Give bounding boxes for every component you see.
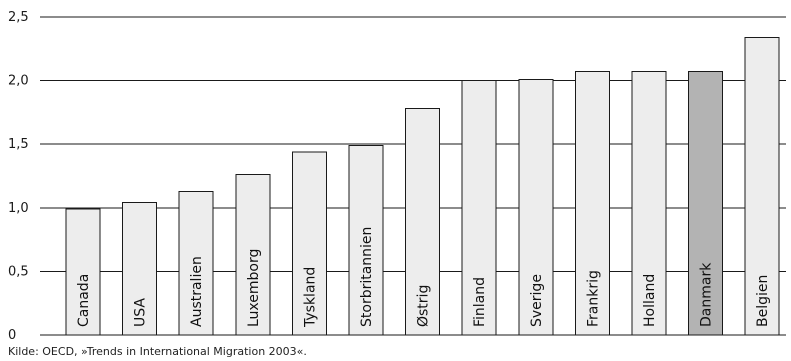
category-label: Australien — [189, 256, 205, 327]
category-label: Luxemborg — [246, 249, 262, 327]
bar-labels: Canada USA Australien Luxemborg Tyskland Stor… — [76, 227, 771, 328]
source-note: Kilde: OECD, »Trends in International Mi… — [8, 345, 307, 358]
y-tick-label: 0 — [8, 328, 16, 343]
category-label: Storbritannien — [359, 227, 375, 327]
category-label: USA — [133, 298, 149, 327]
bar-9 — [574, 71, 610, 336]
y-axis-ticks: 0 0,5 1,0 1,5 2,0 2,5 — [8, 10, 29, 343]
y-tick-label: 1,5 — [8, 137, 29, 152]
bar-6 — [405, 108, 441, 336]
bar-3 — [235, 174, 271, 336]
bar-1 — [122, 202, 158, 336]
category-label: Belgien — [755, 275, 771, 327]
bar-10 — [631, 71, 667, 336]
y-tick-label: 2,5 — [8, 10, 29, 25]
bar-0 — [65, 208, 101, 336]
y-tick-label: 2,0 — [8, 74, 29, 89]
bar-2 — [178, 190, 214, 336]
bar-5 — [348, 144, 384, 336]
y-tick-label: 0,5 — [8, 264, 29, 279]
category-label: Finland — [472, 277, 488, 327]
category-label: Østrig — [416, 285, 432, 327]
y-tick-label: 1,0 — [8, 201, 29, 216]
category-label: Frankrig — [585, 270, 601, 327]
bar-4 — [291, 151, 327, 336]
category-label: Sverige — [529, 274, 545, 327]
bar-12 — [744, 36, 780, 336]
category-label: Tyskland — [302, 267, 318, 328]
bars — [65, 36, 780, 336]
bar-7 — [461, 80, 497, 336]
category-label: Danmark — [699, 262, 715, 327]
category-label: Holland — [642, 274, 658, 327]
bar-11 — [688, 71, 724, 336]
bar-8 — [518, 78, 554, 336]
category-label: Canada — [76, 274, 92, 327]
